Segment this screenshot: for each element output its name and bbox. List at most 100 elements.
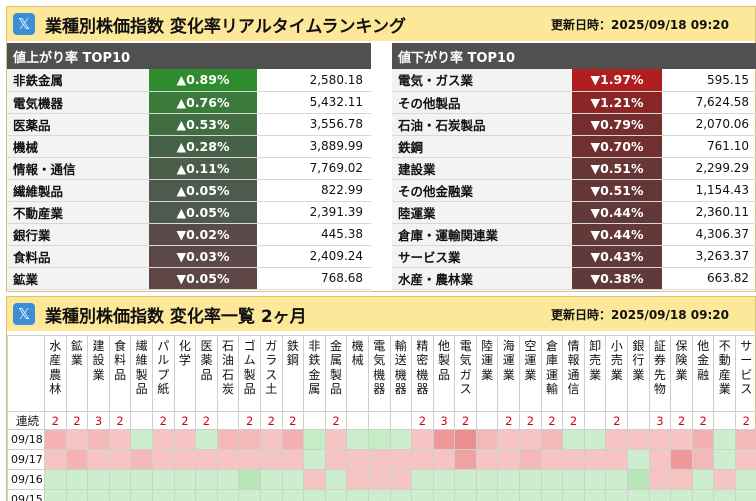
heatmap-cell[interactable] (130, 469, 153, 490)
heatmap-cell[interactable] (173, 429, 197, 450)
heatmap-cell[interactable] (691, 429, 715, 450)
heatmap-cell[interactable] (238, 469, 261, 490)
heatmap-cell[interactable] (605, 429, 629, 450)
sector-column-header[interactable]: 他金融 (691, 335, 715, 412)
heatmap-cell[interactable] (562, 469, 585, 490)
heatmap-cell[interactable] (389, 489, 413, 501)
heatmap-cell[interactable] (670, 449, 693, 470)
heatmap-cell[interactable] (130, 449, 153, 470)
heatmap-cell[interactable] (648, 469, 672, 490)
heatmap-cell[interactable] (303, 429, 326, 450)
heatmap-cell[interactable] (259, 489, 283, 501)
sector-column-header[interactable]: 非鉄金属 (303, 335, 326, 412)
heatmap-cell[interactable] (303, 469, 326, 490)
heatmap-cell[interactable] (562, 449, 585, 470)
heatmap-cell[interactable] (259, 429, 283, 450)
sector-column-header[interactable]: パルプ紙 (151, 335, 175, 412)
heatmap-cell[interactable] (108, 449, 132, 470)
heatmap-cell[interactable] (65, 429, 89, 450)
sector-column-header[interactable]: 輸送機器 (389, 335, 413, 412)
heatmap-cell[interactable] (173, 469, 197, 490)
heatmap-cell[interactable] (281, 489, 305, 501)
heatmap-cell[interactable] (627, 429, 650, 450)
heatmap-cell[interactable] (691, 449, 715, 470)
gainer-row[interactable]: 食料品 ▼0.03% 2,409.24 (7, 245, 372, 268)
heatmap-cell[interactable] (389, 429, 413, 450)
heatmap-cell[interactable] (87, 469, 110, 490)
heatmap-cell[interactable] (454, 449, 477, 470)
heatmap-cell[interactable] (216, 489, 240, 501)
loser-row[interactable]: 建設業 ▼0.51% 2,299.29 (392, 157, 756, 180)
heatmap-cell[interactable] (735, 429, 756, 450)
heatmap-cell[interactable] (87, 429, 110, 450)
heatmap-cell[interactable] (44, 449, 67, 470)
heatmap-cell[interactable] (44, 429, 67, 450)
heatmap-cell[interactable] (411, 469, 434, 490)
sector-column-header[interactable]: 小売業 (605, 335, 629, 412)
heatmap-cell[interactable] (670, 429, 693, 450)
heatmap-cell[interactable] (216, 469, 240, 490)
sector-column-header[interactable]: 倉庫運輸 (540, 335, 564, 412)
heatmap-cell[interactable] (735, 489, 756, 501)
heatmap-cell[interactable] (303, 449, 326, 470)
sector-column-header[interactable]: 他製品 (432, 335, 456, 412)
gainer-row[interactable]: 機械 ▲0.28% 3,889.99 (7, 135, 372, 158)
heatmap-cell[interactable] (238, 489, 261, 501)
loser-row[interactable]: 水産・農林業 ▼0.38% 663.82 (392, 267, 756, 290)
heatmap-cell[interactable] (670, 489, 693, 501)
heatmap-cell[interactable] (432, 469, 456, 490)
heatmap-cell[interactable] (346, 429, 369, 450)
heatmap-cell[interactable] (238, 449, 261, 470)
heatmap-cell[interactable] (519, 449, 542, 470)
heatmap-cell[interactable] (648, 449, 672, 470)
heatmap-cell[interactable] (65, 469, 89, 490)
heatmap-cell[interactable] (151, 469, 175, 490)
heatmap-cell[interactable] (303, 489, 326, 501)
heatmap-cell[interactable] (648, 489, 672, 501)
heatmap-cell[interactable] (605, 449, 629, 470)
loser-row[interactable]: その他金融業 ▼0.51% 1,154.43 (392, 179, 756, 202)
gainer-row[interactable]: 情報・通信 ▲0.11% 7,769.02 (7, 157, 372, 180)
heatmap-cell[interactable] (259, 469, 283, 490)
heatmap-cell[interactable] (648, 429, 672, 450)
heatmap-cell[interactable] (454, 489, 477, 501)
heatmap-cell[interactable] (324, 489, 348, 501)
heatmap-cell[interactable] (281, 469, 305, 490)
sector-column-header[interactable]: 建設業 (87, 335, 110, 412)
heatmap-cell[interactable] (713, 489, 736, 501)
heatmap-cell[interactable] (432, 429, 456, 450)
heatmap-cell[interactable] (44, 469, 67, 490)
heatmap-cell[interactable] (108, 489, 132, 501)
loser-row[interactable]: 石油・石炭製品 ▼0.79% 2,070.06 (392, 113, 756, 136)
heatmap-cell[interactable] (108, 429, 132, 450)
heatmap-cell[interactable] (151, 429, 175, 450)
heatmap-cell[interactable] (540, 449, 564, 470)
heatmap-cell[interactable] (519, 429, 542, 450)
heatmap-cell[interactable] (519, 489, 542, 501)
gainer-row[interactable]: 繊維製品 ▲0.05% 822.99 (7, 179, 372, 202)
loser-row[interactable]: 電気・ガス業 ▼1.97% 595.15 (392, 69, 756, 92)
heatmap-cell[interactable] (87, 449, 110, 470)
heatmap-cell[interactable] (411, 429, 434, 450)
heatmap-cell[interactable] (713, 469, 736, 490)
heatmap-cell[interactable] (195, 489, 218, 501)
sector-column-header[interactable]: 電気ガス (454, 335, 477, 412)
sector-column-header[interactable]: 海運業 (497, 335, 521, 412)
sector-column-header[interactable]: 不動産業 (713, 335, 736, 412)
heatmap-cell[interactable] (691, 489, 715, 501)
heatmap-cell[interactable] (454, 469, 477, 490)
heatmap-cell[interactable] (346, 449, 369, 470)
heatmap-cell[interactable] (540, 489, 564, 501)
heatmap-cell[interactable] (389, 449, 413, 470)
sector-column-header[interactable]: 情報通信 (562, 335, 585, 412)
heatmap-cell[interactable] (367, 489, 391, 501)
heatmap-cell[interactable] (346, 469, 369, 490)
heatmap-cell[interactable] (130, 429, 153, 450)
sector-column-header[interactable]: 卸売業 (583, 335, 607, 412)
heatmap-cell[interactable] (562, 489, 585, 501)
heatmap-cell[interactable] (411, 489, 434, 501)
gainer-row[interactable]: 非鉄金属 ▲0.89% 2,580.18 (7, 69, 372, 92)
heatmap-cell[interactable] (605, 489, 629, 501)
heatmap-cell[interactable] (195, 429, 218, 450)
sector-column-header[interactable]: 電気機器 (367, 335, 391, 412)
